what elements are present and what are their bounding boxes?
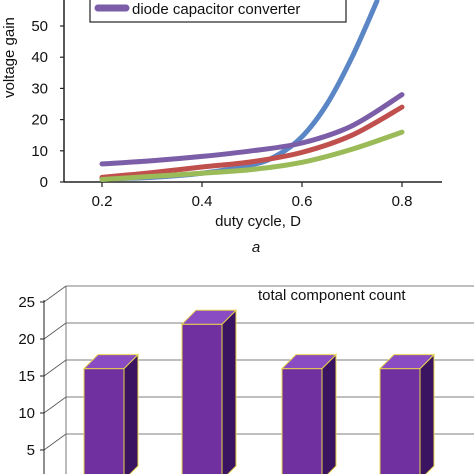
bar-top-face xyxy=(82,354,140,370)
bar-top-face xyxy=(180,309,238,325)
x-tick-label: 0.4 xyxy=(192,193,213,210)
legend-label: diode capacitor converter xyxy=(132,1,300,18)
grid-line-diagonal xyxy=(43,359,67,377)
bar-y-tick-label: 20 xyxy=(18,331,35,348)
y-tick-label: 40 xyxy=(31,49,48,66)
y-tick-label: 10 xyxy=(31,143,48,160)
y-tick-label: 20 xyxy=(31,112,48,129)
y-tick-label: 30 xyxy=(31,80,48,97)
bar-front-face xyxy=(181,323,223,474)
bar-y-tick-label: 5 xyxy=(27,442,35,459)
grid-line-diagonal xyxy=(43,433,67,451)
x-tick-label: 0.2 xyxy=(92,193,113,210)
bar-chart: 5 10 15 20 25 total component count xyxy=(18,285,474,474)
bar xyxy=(378,353,436,474)
line-chart: 0 10 20 30 40 50 0.2 0.4 0.6 0.8 voltage gain du… xyxy=(1,0,442,256)
bar xyxy=(180,308,238,474)
bar xyxy=(82,353,140,474)
bar-front-face xyxy=(281,368,323,474)
bar xyxy=(280,353,338,474)
bar-chart-title: total component count xyxy=(258,287,406,304)
bar-top-face xyxy=(280,354,338,370)
x-axis-label: duty cycle, D xyxy=(215,213,301,230)
y-tick-label: 50 xyxy=(31,18,48,35)
line-series-red xyxy=(99,104,405,180)
y-tick-label: 0 xyxy=(40,174,48,191)
panel-label: a xyxy=(252,239,260,256)
bar-side-face xyxy=(123,353,139,474)
bar-side-face xyxy=(321,353,337,474)
grid-line-diagonal xyxy=(43,396,67,414)
x-tick-label: 0.8 xyxy=(392,193,413,210)
bar-y-tick-label: 10 xyxy=(18,405,35,422)
bar-top-face xyxy=(378,354,436,370)
bar-y-tick-label: 15 xyxy=(18,368,35,385)
y-axis-label: voltage gain xyxy=(1,17,18,98)
line-series-purple xyxy=(99,92,405,167)
x-tick-label: 0.6 xyxy=(292,193,313,210)
grid-line-diagonal xyxy=(43,285,67,303)
bar-side-face xyxy=(221,308,237,474)
bar-side-face xyxy=(419,353,435,474)
bar-front-face xyxy=(83,368,125,474)
bar-y-tick-label: 25 xyxy=(18,294,35,311)
bar-front-face xyxy=(379,368,421,474)
legend-box xyxy=(89,0,347,23)
legend: diode capacitor converter xyxy=(89,0,347,23)
grid-line-diagonal xyxy=(43,322,67,340)
line-series-green xyxy=(99,129,405,182)
